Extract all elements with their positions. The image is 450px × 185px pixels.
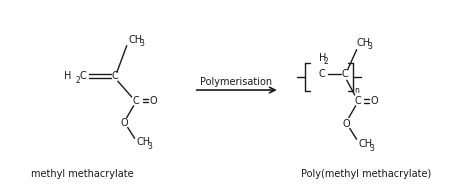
Text: 3: 3 xyxy=(147,142,152,151)
Text: O: O xyxy=(121,117,129,127)
Text: 2: 2 xyxy=(324,57,328,66)
Text: CH: CH xyxy=(129,35,143,45)
Text: Poly(methyl methacrylate): Poly(methyl methacrylate) xyxy=(302,169,432,179)
Text: C: C xyxy=(132,96,139,106)
Text: 3: 3 xyxy=(367,42,372,51)
Text: O: O xyxy=(343,119,351,129)
Text: 2: 2 xyxy=(75,76,80,85)
Text: 3: 3 xyxy=(139,39,144,48)
Text: n: n xyxy=(354,85,359,95)
Text: O: O xyxy=(149,96,157,106)
Text: H: H xyxy=(64,71,72,81)
Text: CH: CH xyxy=(359,139,373,149)
Text: C: C xyxy=(112,71,118,81)
Text: CH: CH xyxy=(357,38,371,48)
Text: H: H xyxy=(319,53,327,63)
Text: O: O xyxy=(371,96,378,106)
Text: CH: CH xyxy=(137,137,151,147)
Text: C: C xyxy=(80,71,87,81)
Text: methyl methacrylate: methyl methacrylate xyxy=(31,169,134,179)
Text: C: C xyxy=(354,96,361,106)
Text: C: C xyxy=(319,69,325,79)
Text: Polymerisation: Polymerisation xyxy=(200,77,272,87)
Text: 3: 3 xyxy=(369,144,374,153)
Text: C: C xyxy=(342,69,348,79)
